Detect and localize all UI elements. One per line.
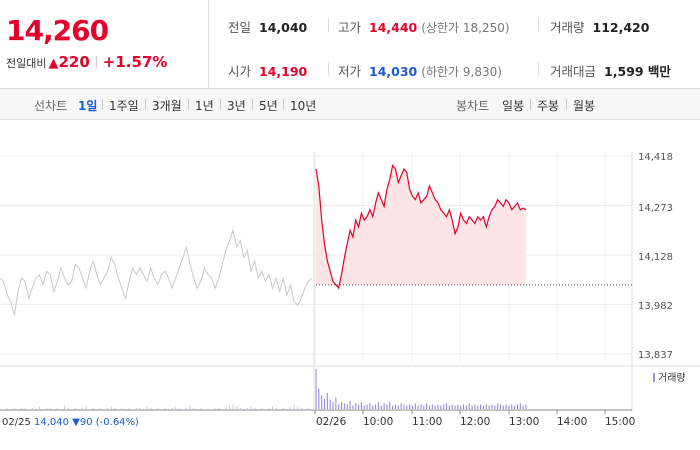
divider [328,62,329,76]
tab-1-day[interactable]: 1일 [78,99,98,113]
volume-legend-swatch [653,373,655,382]
divider [145,99,146,110]
tab-5-years[interactable]: 5년 [259,99,278,113]
divider [252,99,253,110]
price-box: 14,260 전일대비 ▲220 +1.57% [0,0,209,88]
volume-bars [0,369,527,409]
change-line: 전일대비 ▲220 +1.57% [6,53,167,71]
chart-tab-bar: 선차트 1일 1주일 3개월 1년 3년 5년 10년 봉차트 일봉 주봉 월봉 [0,89,700,120]
change-percent: +1.57% [102,53,168,71]
stat-prev-close: 전일 14,040 [228,17,307,36]
intraday-chart: 14,418 14,273 14,128 13,982 13,837 02/26… [0,152,700,428]
divider [328,18,329,32]
candle-chart-title: 봉차트 [456,99,490,113]
y-tick-label: 13,982 [638,301,673,312]
tab-monthly-candle[interactable]: 월봉 [573,99,596,113]
divider [188,99,189,110]
y-tick-label: 13,837 [638,350,673,361]
line-chart-title: 선차트 [34,99,68,113]
divider [538,18,539,32]
today-area-fill [316,165,526,289]
chart-grid [0,152,700,414]
tab-10-years[interactable]: 10년 [290,99,317,113]
stat-label: 저가 [338,64,362,79]
divider [566,99,567,110]
x-tick-label: 13:00 [509,416,539,428]
stat-label: 고가 [338,20,362,35]
tab-3-months[interactable]: 3개월 [152,99,182,113]
x-tick-label: 14:00 [557,416,587,428]
stat-sub: (하한가 9,830) [421,65,502,79]
stat-low: 저가 14,030 (하한가 9,830) [338,61,502,80]
divider [530,99,531,110]
stat-label: 거래량 [550,20,585,35]
y-tick-label: 14,273 [638,203,673,214]
tab-1-year[interactable]: 1년 [195,99,214,113]
y-tick-label: 14,128 [638,252,673,263]
stat-value: 14,190 [259,64,308,79]
stat-amount: 거래대금 1,599 백만 [550,61,671,80]
divider [95,56,97,68]
tab-3-years[interactable]: 3년 [227,99,246,113]
x-tick-label: 11:00 [412,416,442,428]
prev-day-line [0,228,313,316]
divider [538,62,539,76]
x-tick-label: 12:00 [460,416,490,428]
stat-value: 14,040 [259,20,308,35]
stat-high: 고가 14,440 (상한가 18,250) [338,17,510,36]
up-arrow-icon: ▲ [48,56,59,71]
volume-legend-label: 거래량 [658,372,686,384]
stat-label: 전일 [228,20,252,35]
quote-header: 14,260 전일대비 ▲220 +1.57% 전일 14,040 시가 14,190 … [0,0,700,89]
stat-open: 시가 14,190 [228,61,307,80]
x-tick-label: 15:00 [605,416,635,428]
tab-daily-candle[interactable]: 일봉 [502,99,525,113]
divider [220,99,221,110]
x-tick-label: 02/26 [316,416,347,428]
prev-day-date: 02/25 [2,417,31,428]
divider [283,99,284,110]
stat-value: 112,420 [592,20,650,35]
current-price: 14,260 [6,14,109,47]
chart-area [316,165,526,289]
stat-value: 1,599 백만 [604,64,671,79]
chart-lines [0,164,632,316]
stat-volume: 거래량 112,420 [550,17,649,36]
stat-label: 시가 [228,64,252,79]
x-tick-label: 10:00 [363,416,393,428]
divider [102,99,103,110]
stat-value: 14,440 [369,20,418,35]
stat-label: 거래대금 [550,64,597,79]
stat-sub: (상한가 18,250) [421,21,510,35]
y-tick-label: 14,418 [638,152,673,163]
tab-1-week[interactable]: 1주일 [109,99,139,113]
chart-labels: 14,418 14,273 14,128 13,982 13,837 02/26… [2,152,686,428]
change-amount: 220 [58,53,90,71]
stat-value: 14,030 [369,64,418,79]
tab-weekly-candle[interactable]: 주봉 [537,99,560,113]
today-price-line [315,164,527,290]
change-label: 전일대비 [6,57,47,70]
prev-day-info: 14,040 ▼90 (-0.64%) [34,417,139,428]
